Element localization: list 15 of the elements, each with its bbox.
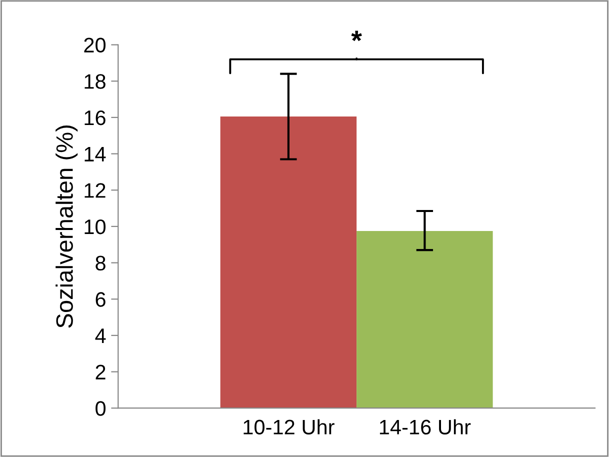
y-tick-label: 16: [84, 110, 106, 126]
y-tick-label: 6: [96, 292, 106, 307]
y-tick-label: 2: [96, 364, 106, 380]
y-tick-label: 0: [96, 401, 106, 416]
y-tick-label: 12: [84, 183, 106, 198]
y-tick-label: 20: [84, 38, 106, 53]
y-tick-label: 8: [96, 256, 106, 271]
y-tick-label: 4: [95, 328, 106, 343]
y-axis-title: Sozialverhalten (%): [56, 126, 78, 328]
y-tick-label: 18: [84, 74, 106, 89]
x-tick-label: 14-16 Uhr: [380, 419, 471, 435]
y-tick-label: 10: [84, 219, 106, 234]
text: *: [351, 30, 362, 42]
x-tick-label: 10-12 Uhr: [244, 419, 334, 435]
y-tick-label: 14: [84, 146, 106, 162]
